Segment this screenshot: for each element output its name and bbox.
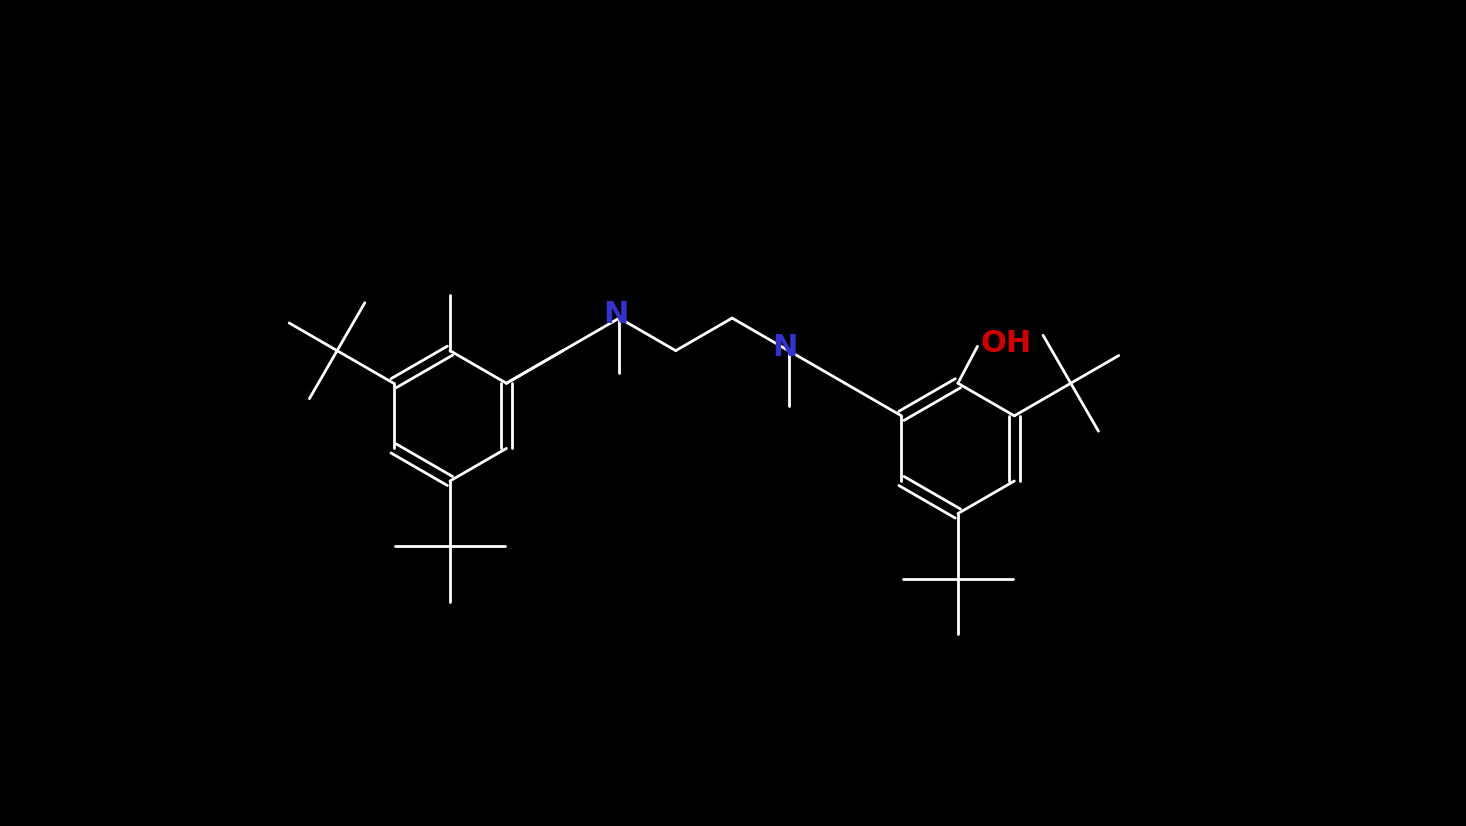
Text: N: N [773, 333, 798, 362]
Text: N: N [604, 301, 629, 330]
Text: OH: OH [981, 330, 1032, 358]
